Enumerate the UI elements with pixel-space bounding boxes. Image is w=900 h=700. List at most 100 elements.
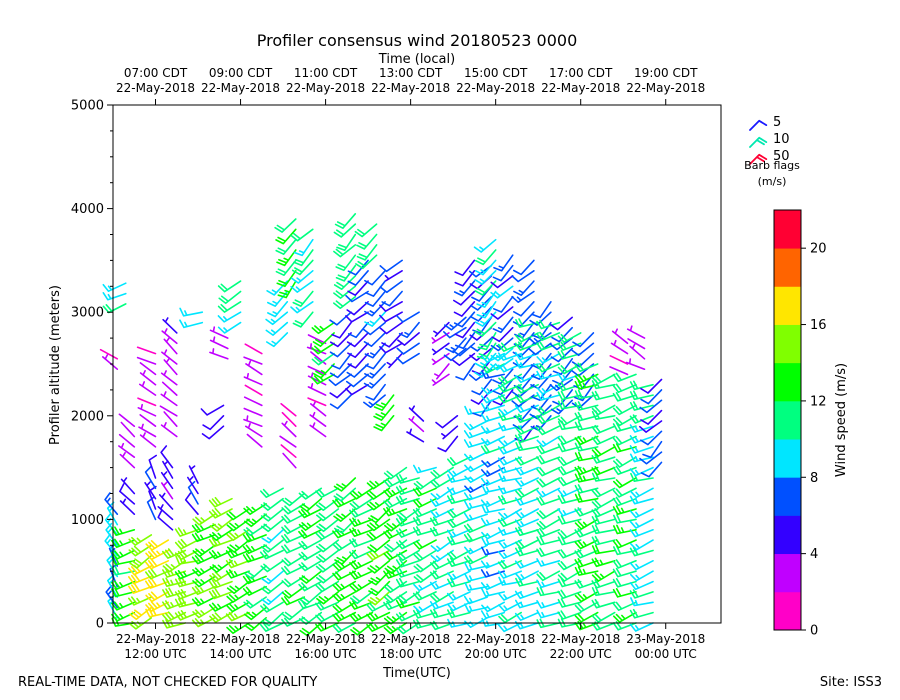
wind-barb — [316, 497, 340, 511]
wind-barb — [192, 513, 216, 526]
wind-barb — [381, 290, 403, 307]
wind-barb — [280, 444, 297, 458]
wind-barb — [362, 321, 386, 336]
wind-barb — [629, 508, 654, 519]
colorbar-band — [774, 591, 801, 631]
wind-barb — [315, 529, 340, 541]
wind-barb — [209, 529, 233, 541]
wind-barb — [335, 264, 357, 282]
wind-barb — [549, 378, 573, 392]
wind-barb — [333, 487, 357, 502]
wind-barb — [161, 328, 178, 345]
wind-barb — [366, 518, 391, 532]
wind-barb — [613, 415, 637, 427]
wind-barb — [626, 325, 646, 339]
wind-barb — [160, 445, 174, 469]
wind-barb — [307, 365, 327, 376]
wind-barb — [464, 420, 488, 431]
wind-barb — [453, 290, 476, 306]
wind-barb — [490, 306, 514, 320]
wind-barb — [145, 591, 170, 603]
wind-barb — [139, 432, 157, 448]
wind-barb — [498, 435, 522, 447]
wind-barb — [145, 568, 170, 580]
wind-barb — [447, 570, 471, 581]
x-tick-date: 22-May-2018 — [371, 632, 450, 646]
wind-barb — [161, 381, 178, 396]
wind-barb — [311, 342, 335, 355]
wind-barb — [395, 558, 420, 568]
wind-barb — [306, 343, 327, 355]
wind-barb — [515, 526, 539, 537]
wind-barb — [514, 518, 539, 528]
wind-barb — [366, 611, 391, 622]
wind-barb — [209, 560, 233, 573]
wind-barb — [498, 508, 522, 520]
wind-barb — [260, 497, 284, 511]
wind-barb — [202, 415, 225, 431]
wind-barb — [574, 518, 599, 530]
wind-barb — [574, 451, 599, 462]
wind-barb — [383, 487, 408, 498]
wind-barb — [315, 601, 340, 611]
wind-barb — [292, 311, 314, 328]
x-tick-time: 12:00 UTC — [124, 647, 186, 661]
wind-barb — [298, 539, 323, 550]
wind-barb — [629, 390, 654, 401]
wind-barb — [332, 580, 357, 592]
wind-barb — [332, 622, 357, 633]
wind-barb — [208, 601, 233, 612]
wind-barb — [515, 383, 539, 394]
wind-barb — [192, 606, 216, 619]
wind-barb — [316, 518, 340, 533]
wind-barb — [275, 228, 297, 245]
wind-barb — [433, 321, 450, 337]
wind-barb — [429, 516, 454, 527]
wind-barb — [280, 403, 297, 417]
wind-barb — [349, 611, 374, 622]
wind-barb — [298, 508, 323, 519]
wind-barb — [383, 506, 408, 517]
wind-barb — [514, 497, 539, 506]
wind-barb — [191, 523, 216, 534]
wind-barb — [513, 259, 535, 276]
top-tick-date: 22-May-2018 — [201, 81, 280, 95]
wind-barb — [136, 356, 157, 365]
colorbar-band — [774, 248, 801, 287]
wind-barb — [349, 580, 374, 593]
wind-barb — [246, 433, 263, 448]
wind-barb — [531, 301, 552, 319]
wind-barb — [119, 483, 136, 505]
wind-barb — [364, 270, 386, 286]
wind-barb — [162, 611, 187, 622]
wind-barb — [225, 548, 250, 559]
wind-barb — [179, 307, 204, 317]
wind-barb — [557, 589, 582, 599]
wind-barb — [105, 522, 119, 547]
wind-barb — [226, 591, 250, 603]
wind-barb — [260, 560, 284, 573]
wind-barb — [368, 580, 391, 596]
wind-barb — [435, 415, 459, 429]
wind-barb — [447, 494, 471, 505]
wind-barb — [464, 554, 488, 565]
wind-barb — [104, 492, 119, 515]
wind-barb — [454, 332, 476, 350]
wind-barb — [111, 580, 136, 590]
legend-entry-label: 50 — [773, 149, 790, 164]
wind-barb — [536, 319, 561, 330]
wind-barb — [480, 444, 505, 455]
wind-barb — [464, 544, 488, 555]
wind-barb — [146, 496, 157, 521]
wind-barb — [453, 311, 476, 328]
wind-barb — [536, 600, 561, 609]
wind-barb — [612, 465, 637, 476]
wind-barb — [591, 424, 616, 435]
wind-speed-colorbar: 0 4 8 12 16 20 — [773, 209, 827, 639]
top-tick-date: 22-May-2018 — [541, 81, 620, 95]
wind-barb — [464, 562, 488, 571]
wind-barb — [208, 588, 233, 600]
wind-barb — [536, 414, 561, 425]
wind-barb — [481, 588, 505, 597]
wind-barb — [515, 441, 539, 452]
